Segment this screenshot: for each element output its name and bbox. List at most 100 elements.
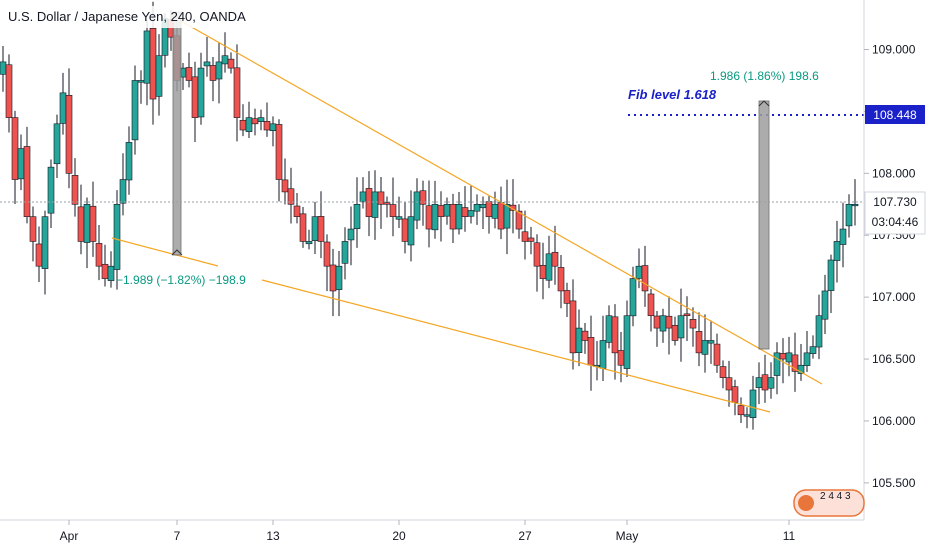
candle	[389, 177, 397, 237]
candle	[707, 320, 715, 364]
candle	[719, 360, 727, 389]
candle	[671, 316, 679, 346]
candle	[731, 379, 739, 416]
bar-countdown: 03:04:46	[872, 215, 919, 229]
badge-text: 2 4 4 3	[820, 491, 851, 502]
candle	[203, 36, 211, 77]
drop-measure-bar[interactable]	[172, 11, 182, 256]
candle	[353, 177, 361, 248]
candle	[29, 206, 37, 262]
time-tick-label: Apr	[60, 529, 79, 543]
candles-layer	[0, 1, 859, 430]
candle	[257, 109, 265, 131]
candle	[569, 279, 577, 370]
candle	[449, 193, 457, 243]
rise-measure-bar[interactable]	[758, 100, 770, 350]
candle	[239, 104, 247, 137]
candle	[41, 210, 49, 295]
candle	[557, 254, 565, 309]
candle	[623, 300, 631, 378]
header-backdrop	[4, 6, 244, 28]
candle	[815, 294, 823, 360]
candle	[413, 178, 421, 230]
lower-trendline[interactable]	[261, 279, 771, 413]
rise-measure-label: 1.986 (1.86%) 198.6	[710, 69, 819, 83]
candle	[653, 310, 661, 347]
candle	[701, 314, 709, 373]
candle	[35, 226, 43, 283]
candle	[839, 202, 847, 268]
price-tick-label: 107.000	[872, 290, 916, 304]
candle	[677, 288, 685, 362]
time-tick-label: May	[616, 529, 639, 543]
candle	[47, 159, 55, 229]
drop-measure-arrow-icon	[171, 249, 183, 256]
candle	[695, 312, 703, 367]
candle	[317, 191, 325, 259]
candle	[371, 170, 379, 240]
candle	[599, 315, 607, 381]
candle	[275, 119, 283, 202]
candle	[713, 333, 721, 373]
candle	[101, 244, 109, 287]
candle	[521, 210, 529, 260]
candle	[833, 220, 841, 283]
candle	[341, 227, 349, 280]
candle	[665, 296, 673, 355]
candle	[791, 332, 799, 392]
candle	[383, 196, 391, 218]
price-axis[interactable]: 105.500106.000106.500107.000107.500108.0…	[864, 43, 916, 490]
candle	[551, 225, 559, 285]
candle	[659, 308, 667, 343]
candle	[515, 204, 523, 239]
candle	[209, 57, 217, 102]
candle	[0, 46, 7, 92]
candle	[263, 102, 271, 137]
candle	[53, 114, 61, 179]
candle	[131, 65, 139, 155]
last-price-value: 107.730	[873, 195, 917, 209]
candle	[593, 341, 601, 381]
candle	[125, 126, 133, 195]
candle	[743, 407, 751, 429]
candle	[335, 251, 343, 317]
left-support-line[interactable]	[111, 237, 219, 267]
candle	[281, 158, 289, 205]
candle	[377, 177, 385, 229]
candle	[473, 194, 481, 225]
candle	[545, 235, 553, 289]
candle	[359, 177, 367, 209]
candle	[347, 206, 355, 266]
candle	[767, 362, 775, 399]
logo-badge[interactable]: 2 4 4 3	[793, 489, 865, 517]
candle	[509, 179, 517, 234]
time-tick-label: 27	[518, 529, 532, 543]
candle	[725, 360, 733, 407]
candle	[773, 342, 781, 395]
candle	[533, 234, 541, 292]
candle	[581, 323, 589, 354]
candle	[83, 197, 91, 269]
time-axis[interactable]: Apr 7 13 20 27 May 11	[60, 520, 796, 543]
candle	[689, 307, 697, 347]
candle	[119, 153, 127, 216]
candle	[683, 296, 691, 342]
candle	[437, 191, 445, 242]
candle	[845, 194, 853, 238]
candle	[197, 52, 205, 125]
candle	[23, 126, 31, 224]
candle	[539, 242, 547, 300]
candle	[299, 207, 307, 248]
candle	[611, 304, 619, 380]
candle	[587, 315, 595, 391]
candle	[647, 289, 655, 332]
candle	[803, 331, 811, 373]
upper-trendline[interactable]	[171, 15, 823, 385]
candle	[329, 248, 337, 317]
candle	[107, 251, 115, 288]
candle	[797, 344, 805, 381]
candle	[755, 362, 763, 405]
candle	[233, 44, 241, 142]
